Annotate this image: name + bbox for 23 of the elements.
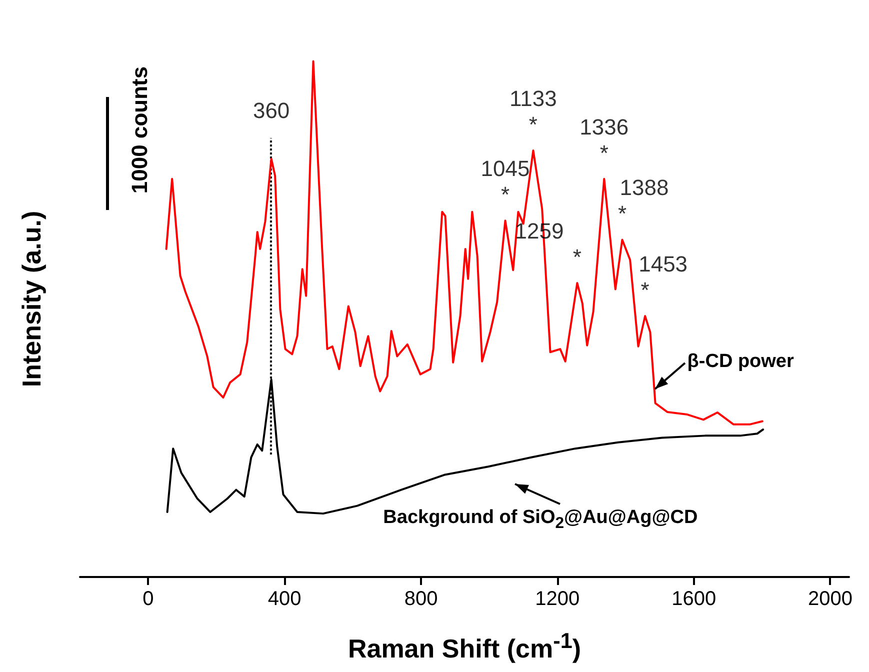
annotation: 1336 <box>580 114 629 140</box>
x-tick-label: 1600 <box>672 588 716 610</box>
annotation: 1000 counts <box>127 66 153 194</box>
x-tick-label: 400 <box>268 588 302 610</box>
x-tick-label: 800 <box>404 588 438 610</box>
annotation: * <box>600 140 609 166</box>
y-axis-title: Intensity (a.u.) <box>16 210 48 387</box>
annotation: * <box>640 278 650 303</box>
legend-label: Background of SiO$_{2}$@Au@Ag@CD <box>383 507 698 534</box>
x-tick-label: 1200 <box>535 588 580 610</box>
annotation: 1453 <box>638 252 688 277</box>
annotation: * <box>572 244 582 270</box>
annotation: * <box>618 201 627 226</box>
annotation: 360 <box>252 98 290 124</box>
x-axis-title: Raman Shift (cm$^{-1}$) <box>348 628 582 665</box>
annotation: * <box>528 112 538 137</box>
annotation: 1133 <box>510 86 557 111</box>
series-label: β-CD power <box>687 351 794 374</box>
annotation: * <box>500 182 510 208</box>
x-tick-label: 2000 <box>808 588 852 610</box>
annotation: 1045 <box>480 156 530 182</box>
x-tick-label: 0 <box>142 588 154 610</box>
annotation: 1388 <box>620 175 669 200</box>
